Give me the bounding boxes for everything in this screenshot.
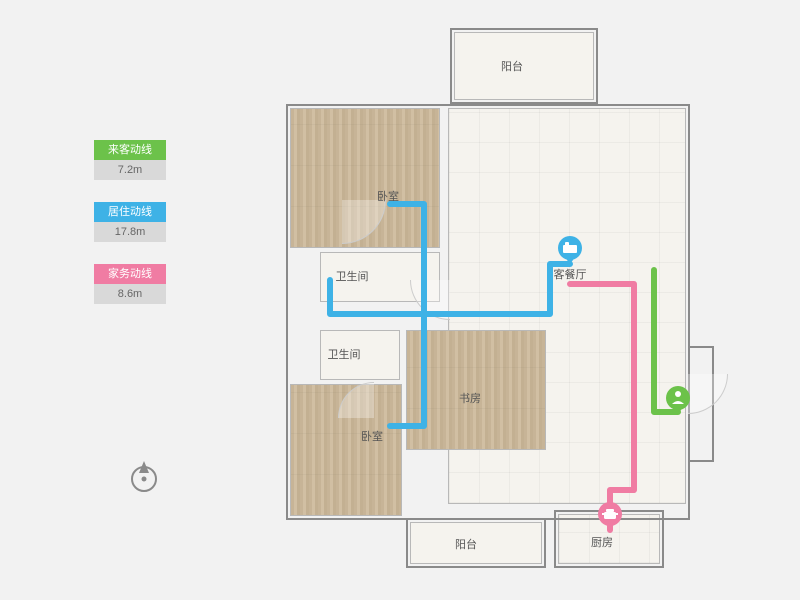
legend-value-resident: 17.8m [94, 222, 166, 242]
door-arc-3 [688, 374, 728, 414]
legend-item-resident: 居住动线 17.8m [94, 202, 166, 242]
room-label-bedroom-1: 卧室 [368, 188, 408, 204]
room-label-living: 客餐厅 [550, 266, 590, 282]
wall-outline-1 [286, 104, 690, 520]
legend-value-guest: 7.2m [94, 160, 166, 180]
legend-item-chores: 家务动线 8.6m [94, 264, 166, 304]
legend-value-chores: 8.6m [94, 284, 166, 304]
room-label-balcony-bot: 阳台 [446, 536, 486, 552]
floorplan: 阳台卧室客餐厅卫生间卫生间书房卧室阳台厨房 [280, 20, 720, 580]
room-label-bath-1: 卫生间 [332, 268, 372, 284]
compass-icon [124, 455, 164, 495]
legend-label-guest: 来客动线 [94, 140, 166, 160]
pin-kitchen-pin [598, 502, 622, 532]
room-label-balcony-top: 阳台 [492, 58, 532, 74]
legend: 来客动线 7.2m 居住动线 17.8m 家务动线 8.6m [94, 140, 166, 326]
room-label-bedroom-2: 卧室 [352, 428, 392, 444]
legend-item-guest: 来客动线 7.2m [94, 140, 166, 180]
legend-label-resident: 居住动线 [94, 202, 166, 222]
pin-entry-pin [666, 386, 690, 416]
room-label-bath-2: 卫生间 [324, 346, 364, 362]
room-label-kitchen: 厨房 [582, 534, 622, 550]
room-label-study: 书房 [450, 390, 490, 406]
pin-living-pin [558, 236, 582, 266]
legend-label-chores: 家务动线 [94, 264, 166, 284]
